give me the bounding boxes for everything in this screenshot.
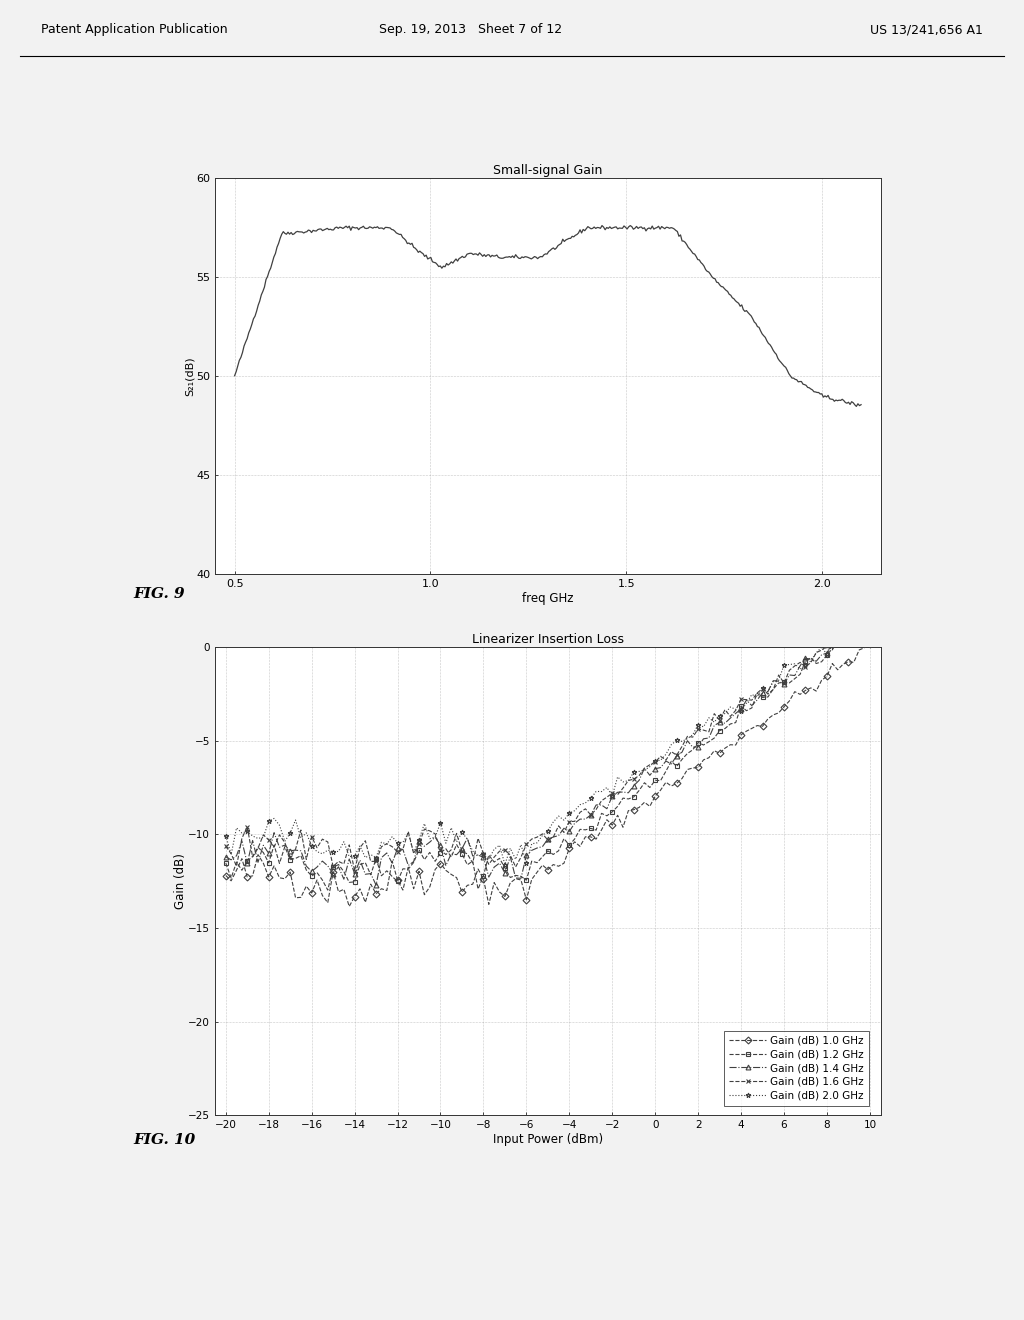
Gain (dB) 1.6 GHz	[284, 849, 296, 865]
Line: Gain (dB) 1.4 GHz: Gain (dB) 1.4 GHz	[223, 615, 872, 887]
Gain (dB) 1.4 GHz	[826, 638, 839, 653]
Gain (dB) 1.0 GHz	[284, 865, 296, 880]
Gain (dB) 1.0 GHz	[864, 636, 877, 652]
X-axis label: Input Power (dBm): Input Power (dBm)	[493, 1133, 603, 1146]
Text: Patent Application Publication: Patent Application Publication	[41, 24, 227, 36]
Gain (dB) 2.0 GHz	[864, 607, 877, 623]
Gain (dB) 1.0 GHz	[343, 899, 355, 915]
Gain (dB) 1.4 GHz	[628, 777, 640, 793]
Title: Small-signal Gain: Small-signal Gain	[494, 164, 602, 177]
Gain (dB) 1.2 GHz	[322, 882, 334, 898]
Gain (dB) 1.6 GHz	[659, 752, 672, 768]
Gain (dB) 1.4 GHz	[370, 878, 382, 894]
Line: Gain (dB) 1.2 GHz: Gain (dB) 1.2 GHz	[223, 614, 872, 892]
Gain (dB) 1.6 GHz	[858, 607, 870, 623]
Gain (dB) 2.0 GHz	[499, 857, 511, 873]
Gain (dB) 2.0 GHz	[659, 746, 672, 762]
Gain (dB) 1.2 GHz	[219, 855, 231, 871]
Gain (dB) 1.6 GHz	[826, 642, 839, 657]
Gain (dB) 1.6 GHz	[499, 842, 511, 858]
Text: US 13/241,656 A1: US 13/241,656 A1	[870, 24, 983, 36]
Gain (dB) 1.4 GHz	[864, 609, 877, 624]
Gain (dB) 1.4 GHz	[284, 843, 296, 859]
Gain (dB) 1.6 GHz	[628, 771, 640, 787]
Gain (dB) 1.6 GHz	[348, 862, 360, 878]
Y-axis label: Gain (dB): Gain (dB)	[174, 853, 186, 909]
Gain (dB) 2.0 GHz	[370, 850, 382, 866]
Gain (dB) 1.2 GHz	[375, 867, 387, 883]
Legend: Gain (dB) 1.0 GHz, Gain (dB) 1.2 GHz, Gain (dB) 1.4 GHz, Gain (dB) 1.6 GHz, Gain: Gain (dB) 1.0 GHz, Gain (dB) 1.2 GHz, Ga…	[724, 1031, 868, 1106]
Line: Gain (dB) 1.6 GHz: Gain (dB) 1.6 GHz	[223, 612, 872, 873]
Gain (dB) 1.0 GHz	[219, 867, 231, 883]
Gain (dB) 2.0 GHz	[284, 825, 296, 841]
Gain (dB) 1.0 GHz	[375, 880, 387, 896]
Gain (dB) 1.2 GHz	[499, 859, 511, 875]
Gain (dB) 1.2 GHz	[628, 789, 640, 805]
Gain (dB) 1.4 GHz	[659, 754, 672, 770]
Gain (dB) 1.6 GHz	[864, 616, 877, 632]
Gain (dB) 1.4 GHz	[219, 849, 231, 865]
Gain (dB) 1.6 GHz	[219, 838, 231, 854]
Gain (dB) 1.0 GHz	[659, 775, 672, 791]
Gain (dB) 1.0 GHz	[826, 656, 839, 672]
Gain (dB) 2.0 GHz	[826, 634, 839, 649]
Gain (dB) 1.6 GHz	[375, 838, 387, 854]
Gain (dB) 1.2 GHz	[284, 851, 296, 867]
Text: Sep. 19, 2013   Sheet 7 of 12: Sep. 19, 2013 Sheet 7 of 12	[380, 24, 562, 36]
Text: FIG. 10: FIG. 10	[133, 1133, 196, 1147]
Gain (dB) 2.0 GHz	[494, 837, 506, 853]
Text: FIG. 9: FIG. 9	[133, 587, 184, 602]
Gain (dB) 1.4 GHz	[499, 865, 511, 880]
Gain (dB) 1.2 GHz	[659, 763, 672, 779]
Gain (dB) 1.2 GHz	[826, 640, 839, 656]
Y-axis label: S₂₁(dB): S₂₁(dB)	[184, 356, 195, 396]
Gain (dB) 1.4 GHz	[375, 850, 387, 866]
Gain (dB) 2.0 GHz	[628, 764, 640, 780]
Line: Gain (dB) 2.0 GHz: Gain (dB) 2.0 GHz	[223, 614, 872, 867]
Title: Linearizer Insertion Loss: Linearizer Insertion Loss	[472, 632, 624, 645]
Gain (dB) 1.2 GHz	[864, 609, 877, 624]
X-axis label: freq GHz: freq GHz	[522, 591, 573, 605]
Line: Gain (dB) 1.0 GHz: Gain (dB) 1.0 GHz	[223, 642, 872, 909]
Gain (dB) 1.0 GHz	[499, 888, 511, 904]
Gain (dB) 1.0 GHz	[628, 801, 640, 817]
Gain (dB) 2.0 GHz	[219, 828, 231, 843]
